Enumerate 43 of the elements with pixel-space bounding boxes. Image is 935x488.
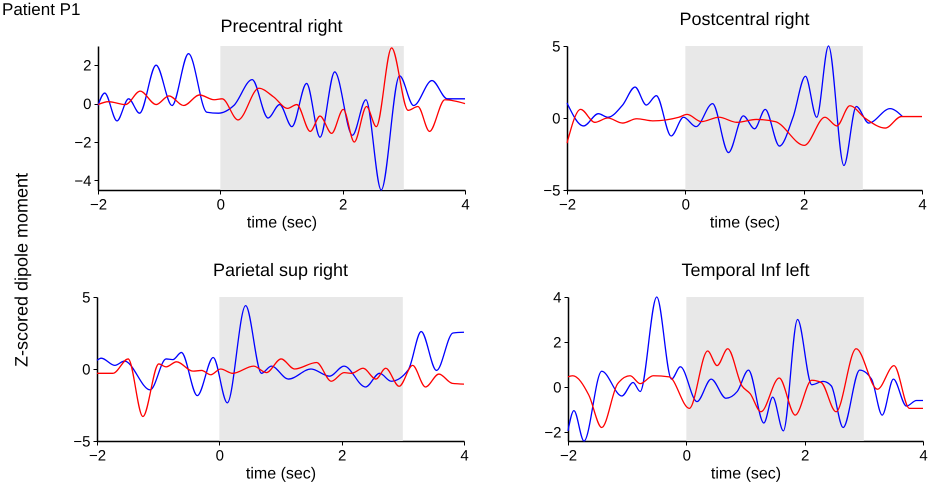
- line-series: [566, 105, 923, 146]
- chart-title: Temporal Inf left: [681, 260, 810, 280]
- line-series: [96, 358, 465, 418]
- y-tick-label: 0: [82, 362, 90, 378]
- x-tick-label: 0: [682, 196, 690, 214]
- y-tick-label: 0: [553, 380, 562, 396]
- x-axis-title: time (sec): [710, 214, 780, 232]
- x-tick-label: 4: [461, 196, 470, 214]
- line-series: [567, 348, 924, 428]
- y-tick-label: −5: [73, 434, 90, 450]
- chart-title: Postcentral right: [679, 9, 810, 29]
- y-axis-title: Z-scored dipole moment: [12, 172, 32, 368]
- y-tick-label: 0: [552, 110, 560, 128]
- y-tick-label: 4: [553, 290, 562, 306]
- y-tick-label: −2: [74, 134, 92, 152]
- chart-title: Parietal sup right: [212, 260, 348, 280]
- y-tick-label: −2: [544, 424, 562, 442]
- y-tick-label: 0: [83, 96, 92, 114]
- line-series: [567, 296, 924, 442]
- x-tick-label: 0: [216, 196, 226, 214]
- line-series: [566, 45, 904, 166]
- text: Patient P1: [2, 0, 80, 20]
- x-tick-label: 2: [338, 448, 346, 464]
- x-tick-label: 2: [800, 196, 808, 214]
- y-tick-label: 2: [83, 58, 92, 75]
- x-tick-label: 2: [800, 448, 810, 464]
- x-axis-title: time (sec): [246, 466, 316, 482]
- y-tick-label: 5: [82, 290, 90, 306]
- x-tick-label: 4: [460, 448, 469, 464]
- line-series: [97, 47, 466, 143]
- y-tick-label: −5: [543, 182, 560, 200]
- x-tick-label: 4: [919, 448, 928, 464]
- x-axis-title: time (sec): [246, 214, 318, 232]
- y-tick-label: 2: [553, 334, 562, 352]
- chart-title: Precentral right: [220, 16, 343, 36]
- x-tick-label: 0: [216, 448, 224, 464]
- y-tick-label: −4: [74, 172, 92, 190]
- x-tick-label: 2: [338, 196, 348, 214]
- line-series: [96, 304, 465, 404]
- x-axis-title: time (sec): [710, 466, 782, 482]
- y-tick-label: 5: [552, 38, 560, 56]
- x-tick-label: 4: [918, 196, 927, 214]
- x-tick-label: 0: [682, 448, 692, 464]
